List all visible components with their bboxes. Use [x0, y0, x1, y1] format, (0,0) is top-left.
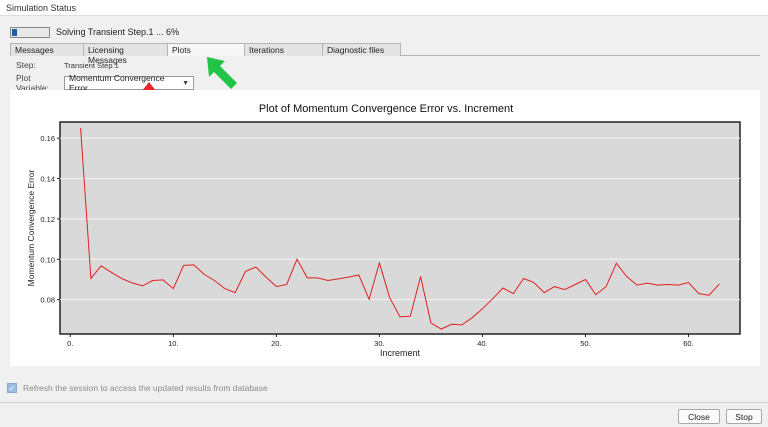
plot-variable-row: Plot Variable: Momentum Convergence Erro… [16, 73, 194, 93]
plot-variable-label: Plot Variable: [16, 73, 49, 93]
y-tick-label: 0.10 [40, 255, 55, 264]
plot-panel: Plot of Momentum Convergence Error vs. I… [10, 90, 760, 366]
y-tick-label: 0.16 [40, 134, 55, 143]
green-arrow-shape [207, 57, 237, 89]
x-axis-ticks: 0. 10. 20. 30. 40. 50. 60. [67, 334, 694, 348]
tab-messages-label: Messages [15, 45, 54, 55]
x-tick-label: 30. [374, 339, 384, 348]
refresh-checkbox[interactable]: ✓ [7, 383, 17, 393]
x-axis-label: Increment [380, 348, 421, 358]
step-value: Transient Step.1 [64, 60, 119, 70]
stop-button[interactable]: Stop [726, 409, 762, 424]
progress-text: Solving Transient Step.1 ... 6% [56, 27, 180, 37]
x-tick-label: 0. [67, 339, 73, 348]
refresh-row: ✓ Refresh the session to access the upda… [7, 383, 268, 393]
close-button[interactable]: Close [678, 409, 720, 424]
tab-diagnostic-files-label: Diagnostic files [327, 45, 385, 55]
progress-bar [10, 26, 50, 38]
window-title: Simulation Status [6, 3, 77, 13]
x-tick-label: 50. [580, 339, 590, 348]
dialog-footer: Close Stop [0, 402, 768, 427]
y-tick-label: 0.14 [40, 175, 55, 184]
y-tick-label: 0.12 [40, 215, 55, 224]
x-tick-label: 20. [271, 339, 281, 348]
tab-messages[interactable]: Messages [10, 43, 84, 56]
grid-lines [60, 137, 740, 301]
y-tick-label: 0.08 [40, 296, 55, 305]
tab-iterations-label: Iterations [249, 45, 284, 55]
tab-bar: Messages Licensing Messages Plots Iterat… [10, 43, 760, 65]
tab-licensing-messages[interactable]: Licensing Messages [83, 43, 168, 65]
window-titlebar: Simulation Status [0, 0, 768, 16]
tab-iterations[interactable]: Iterations [244, 43, 323, 56]
chart-title: Plot of Momentum Convergence Error vs. I… [259, 103, 513, 115]
y-axis-label: Momentum Convergence Error [26, 169, 36, 286]
green-arrow-annotation [207, 57, 237, 89]
convergence-chart: Plot of Momentum Convergence Error vs. I… [26, 103, 741, 358]
progress-bar-fill [12, 28, 18, 36]
plot-variable-select[interactable]: Momentum Convergence Error ▼ [64, 73, 194, 93]
step-label: Step: [16, 60, 36, 70]
refresh-label: Refresh the session to access the update… [23, 383, 268, 393]
step-row: Step: Transient Step.1 [16, 60, 119, 70]
y-axis-ticks: 0.08 0.10 0.12 0.14 0.16 [40, 134, 60, 305]
dropdown-arrow-icon: ▼ [182, 79, 189, 87]
tab-diagnostic-files[interactable]: Diagnostic files [322, 43, 401, 56]
plot-variable-value: Momentum Convergence Error [69, 73, 165, 93]
x-tick-label: 40. [477, 339, 487, 348]
tab-licensing-messages-label: Licensing Messages [88, 45, 127, 65]
tab-plots-label: Plots [172, 45, 191, 55]
progress-row: Solving Transient Step.1 ... 6% [10, 25, 179, 39]
plot-area [59, 121, 741, 335]
x-tick-label: 60. [683, 339, 693, 348]
series-line [80, 128, 720, 330]
x-tick-label: 10. [168, 339, 178, 348]
